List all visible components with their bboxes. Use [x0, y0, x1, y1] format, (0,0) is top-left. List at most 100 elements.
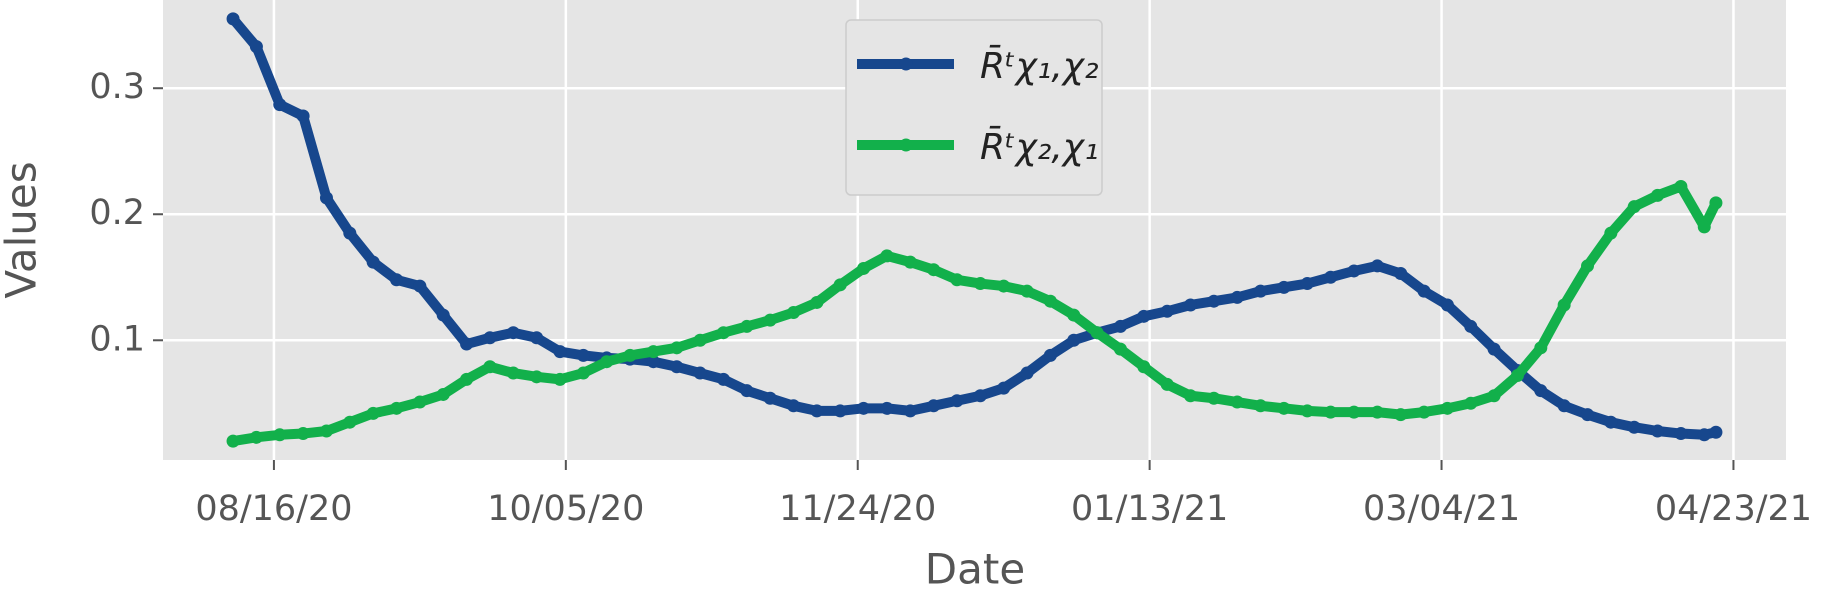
data-point [319, 424, 333, 438]
data-point [1113, 342, 1127, 356]
data-point [1160, 304, 1174, 318]
data-point [810, 295, 824, 309]
data-point [857, 401, 871, 415]
data-point [1604, 226, 1618, 240]
data-point [833, 404, 847, 418]
data-point [1440, 298, 1454, 312]
data-point [927, 263, 941, 277]
data-point [857, 261, 871, 275]
x-tick-label: 10/05/20 [487, 489, 644, 529]
data-point [1300, 404, 1314, 418]
data-point [1207, 294, 1221, 308]
series [226, 12, 1723, 442]
data-point [296, 109, 310, 123]
y-axis-label: Values [0, 161, 46, 298]
data-point [1230, 395, 1244, 409]
data-point [1324, 405, 1338, 419]
data-point [366, 255, 380, 269]
x-axis-label: Date [925, 545, 1025, 594]
data-point [436, 308, 450, 322]
data-point [1184, 389, 1198, 403]
data-point [413, 279, 427, 293]
data-point [1324, 270, 1338, 284]
data-point [1417, 405, 1431, 419]
data-point [1464, 319, 1478, 333]
data-point [366, 406, 380, 420]
data-point [1067, 333, 1081, 347]
data-point [997, 279, 1011, 293]
data-point [1487, 389, 1501, 403]
data-point [927, 399, 941, 413]
y-tick-label: 0.1 [89, 319, 145, 359]
data-point [1207, 391, 1221, 405]
data-point [1184, 298, 1198, 312]
data-point [1697, 220, 1711, 234]
data-point [1300, 277, 1314, 291]
data-point [249, 40, 263, 54]
data-point [390, 273, 404, 287]
y-tick-label: 0.3 [89, 67, 145, 107]
data-point [670, 341, 684, 355]
data-point [1651, 188, 1665, 202]
data-point [787, 399, 801, 413]
data-point [1627, 420, 1641, 434]
legend-marker [899, 57, 913, 71]
data-point [460, 337, 474, 351]
data-point [1370, 259, 1384, 273]
data-point [1137, 309, 1151, 323]
data-point [1604, 415, 1618, 429]
data-point [1230, 290, 1244, 304]
data-point [1160, 377, 1174, 391]
data-point [1581, 259, 1595, 273]
data-point [740, 319, 754, 333]
data-point [1370, 405, 1384, 419]
data-point [880, 401, 894, 415]
legend-marker [899, 138, 913, 152]
data-point [1709, 425, 1723, 439]
data-point [1067, 308, 1081, 322]
data-point [436, 387, 450, 401]
data-point [413, 395, 427, 409]
series [226, 180, 1723, 448]
data-point [1510, 369, 1524, 383]
data-point [763, 313, 777, 327]
data-point [833, 278, 847, 292]
data-point [740, 384, 754, 398]
data-point [1557, 399, 1571, 413]
data-point [787, 306, 801, 320]
data-point [810, 404, 824, 418]
data-point [1674, 180, 1688, 194]
data-point [1020, 284, 1034, 298]
x-tick-label: 01/13/21 [1071, 489, 1228, 529]
data-point [1697, 428, 1711, 442]
data-point [296, 427, 310, 441]
legend: R̄ᵗχ₁,χ₂ R̄ᵗχ₂,χ₁ [845, 19, 1103, 196]
data-point [1534, 341, 1548, 355]
data-point [1394, 266, 1408, 280]
data-point [226, 12, 240, 26]
data-point [716, 326, 730, 340]
data-point [226, 434, 240, 448]
data-point [1020, 366, 1034, 380]
data-point [1417, 284, 1431, 298]
data-point [1277, 280, 1291, 294]
data-point [646, 355, 660, 369]
data-point [1254, 399, 1268, 413]
data-point [1581, 408, 1595, 422]
data-point [460, 372, 474, 386]
data-point [530, 370, 544, 384]
data-point [483, 360, 497, 374]
x-tick-label: 04/23/21 [1655, 489, 1812, 529]
data-point [553, 372, 567, 386]
data-point [903, 255, 917, 269]
data-point [319, 191, 333, 205]
legend-label: R̄ᵗχ₂,χ₁ [980, 125, 1099, 168]
data-point [973, 389, 987, 403]
data-point [249, 430, 263, 444]
data-point [1090, 326, 1104, 340]
data-point [1043, 294, 1057, 308]
data-point [530, 331, 544, 345]
data-point [1277, 401, 1291, 415]
data-point [670, 360, 684, 374]
data-point [1651, 424, 1665, 438]
